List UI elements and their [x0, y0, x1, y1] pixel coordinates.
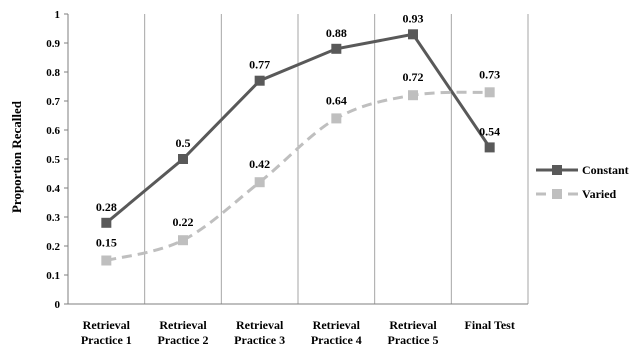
data-point-varied	[484, 87, 495, 98]
y-tick-label: 0.3	[46, 212, 60, 224]
x-category-label: Final Test	[464, 318, 514, 332]
data-point-constant	[484, 142, 495, 153]
data-point-varied	[101, 255, 112, 266]
data-label-constant: 0.28	[96, 200, 117, 214]
x-axis-categories: Retrieval Practice 1 Retrieval Practice 2 Re…	[81, 318, 515, 347]
data-point-constant	[101, 217, 112, 228]
x-category-label: Retrieval Practice 4	[311, 318, 362, 347]
data-labels: 0.28 0.5 0.77 0.88 0.93 0.54 0.15 0.22 0.42 0.64 0…	[96, 11, 500, 249]
data-point-varied	[331, 113, 342, 124]
data-label-varied: 0.22	[173, 215, 194, 229]
data-label-varied: 0.72	[403, 70, 424, 84]
legend-marker-varied	[552, 189, 562, 199]
data-point-constant	[178, 154, 188, 164]
series-group	[101, 29, 495, 266]
x-category-label: Retrieval Practice 1	[81, 318, 132, 347]
data-label-constant: 0.54	[479, 124, 500, 138]
y-tick-label: 0.4	[46, 183, 60, 195]
y-axis-ticks: 0 0.1 0.2 0.3 0.4 0.5 0.6 0.7 0.8 0.9 1	[46, 9, 68, 311]
data-point-varied	[254, 177, 265, 188]
legend-label-varied: Varied	[582, 187, 617, 201]
x-category-label: Retrieval Practice 3	[234, 318, 285, 347]
y-tick-label: 0.8	[46, 67, 60, 79]
data-label-constant: 0.5	[176, 136, 191, 150]
data-point-constant	[408, 29, 418, 40]
y-tick-label: 1	[55, 9, 61, 21]
data-label-constant: 0.93	[403, 11, 424, 25]
y-tick-label: 0.1	[46, 270, 60, 282]
data-point-constant	[331, 43, 342, 54]
gridlines	[144, 14, 529, 304]
data-point-constant	[254, 75, 265, 86]
legend: Constant Varied	[536, 163, 629, 201]
y-axis-title: Proportion Recalled	[9, 100, 24, 213]
y-tick-label: 0.5	[46, 154, 60, 166]
legend-marker-constant	[552, 165, 562, 175]
data-label-varied: 0.15	[96, 236, 117, 250]
y-tick-label: 0.6	[46, 125, 60, 137]
x-category-label: Retrieval Practice 5	[388, 318, 439, 347]
data-label-varied: 0.42	[249, 157, 270, 171]
data-label-varied: 0.73	[479, 67, 500, 81]
x-category-label: Retrieval Practice 2	[158, 318, 209, 347]
legend-label-constant: Constant	[582, 163, 629, 177]
y-tick-label: 0.2	[46, 241, 60, 253]
data-label-constant: 0.88	[326, 26, 347, 40]
data-label-constant: 0.77	[249, 58, 270, 72]
y-tick-label: 0.9	[46, 38, 60, 50]
data-point-varied	[178, 235, 188, 246]
data-point-varied	[408, 90, 418, 101]
data-label-varied: 0.64	[326, 93, 347, 107]
y-tick-label: 0	[55, 299, 61, 311]
series-line-constant	[105, 32, 491, 224]
y-tick-label: 0.7	[46, 96, 60, 108]
